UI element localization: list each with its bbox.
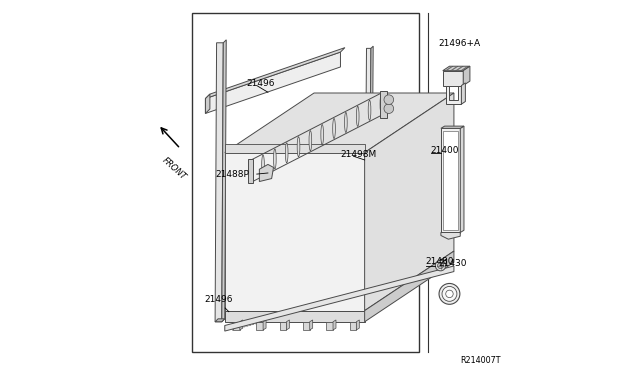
Text: FRONT: FRONT [161, 155, 188, 182]
Bar [191, 13, 419, 352]
Polygon shape [225, 153, 365, 311]
Polygon shape [441, 128, 460, 232]
Circle shape [435, 260, 445, 271]
Polygon shape [461, 83, 465, 104]
Circle shape [438, 263, 444, 269]
Text: 21400: 21400 [431, 146, 460, 155]
Polygon shape [286, 320, 289, 330]
Polygon shape [251, 93, 381, 182]
Ellipse shape [356, 106, 359, 126]
Polygon shape [441, 126, 464, 128]
Polygon shape [248, 159, 253, 183]
Polygon shape [369, 46, 373, 299]
Polygon shape [463, 66, 470, 86]
Polygon shape [215, 319, 225, 322]
Text: 21496: 21496 [204, 295, 232, 304]
Polygon shape [263, 320, 266, 330]
Polygon shape [215, 43, 223, 322]
Circle shape [442, 286, 457, 301]
Polygon shape [310, 320, 313, 330]
Polygon shape [451, 66, 458, 71]
Text: 21488P: 21488P [216, 170, 250, 179]
Ellipse shape [262, 155, 264, 175]
Polygon shape [456, 66, 463, 71]
Ellipse shape [321, 125, 324, 145]
Polygon shape [365, 251, 454, 322]
Text: R214007T: R214007T [460, 356, 500, 365]
Text: 21496+A: 21496+A [438, 39, 480, 48]
Polygon shape [365, 48, 371, 299]
Polygon shape [460, 126, 464, 232]
Polygon shape [234, 162, 355, 301]
Polygon shape [259, 164, 273, 182]
Polygon shape [356, 320, 359, 330]
Polygon shape [441, 232, 460, 239]
Polygon shape [333, 320, 336, 330]
Polygon shape [205, 52, 340, 113]
Polygon shape [443, 66, 470, 71]
Ellipse shape [250, 161, 253, 181]
Text: 21480: 21480 [426, 257, 454, 266]
Polygon shape [445, 86, 461, 104]
Circle shape [384, 104, 394, 113]
Polygon shape [461, 66, 468, 71]
Polygon shape [232, 267, 447, 330]
Circle shape [384, 95, 394, 105]
Text: 21430: 21430 [438, 259, 467, 268]
Polygon shape [280, 322, 286, 330]
Text: 21498M: 21498M [340, 150, 377, 159]
Polygon shape [257, 322, 263, 330]
Ellipse shape [380, 94, 383, 114]
Polygon shape [380, 91, 387, 118]
Polygon shape [365, 93, 454, 311]
Polygon shape [445, 66, 453, 71]
Circle shape [439, 283, 460, 304]
Polygon shape [205, 94, 210, 113]
Polygon shape [225, 266, 454, 331]
Ellipse shape [344, 112, 348, 132]
Ellipse shape [333, 118, 335, 138]
Polygon shape [240, 320, 243, 330]
Polygon shape [222, 40, 227, 322]
Polygon shape [326, 322, 333, 330]
Ellipse shape [368, 100, 371, 120]
Ellipse shape [285, 143, 288, 163]
Polygon shape [225, 311, 365, 322]
Polygon shape [225, 144, 365, 153]
Polygon shape [443, 71, 463, 86]
Ellipse shape [273, 149, 276, 169]
Polygon shape [303, 322, 310, 330]
Polygon shape [233, 322, 240, 330]
Text: 21496: 21496 [246, 79, 275, 88]
Polygon shape [205, 48, 345, 99]
Ellipse shape [309, 131, 312, 151]
Polygon shape [225, 93, 454, 153]
Circle shape [445, 290, 453, 298]
Polygon shape [443, 131, 458, 230]
Polygon shape [349, 322, 356, 330]
Ellipse shape [297, 137, 300, 157]
